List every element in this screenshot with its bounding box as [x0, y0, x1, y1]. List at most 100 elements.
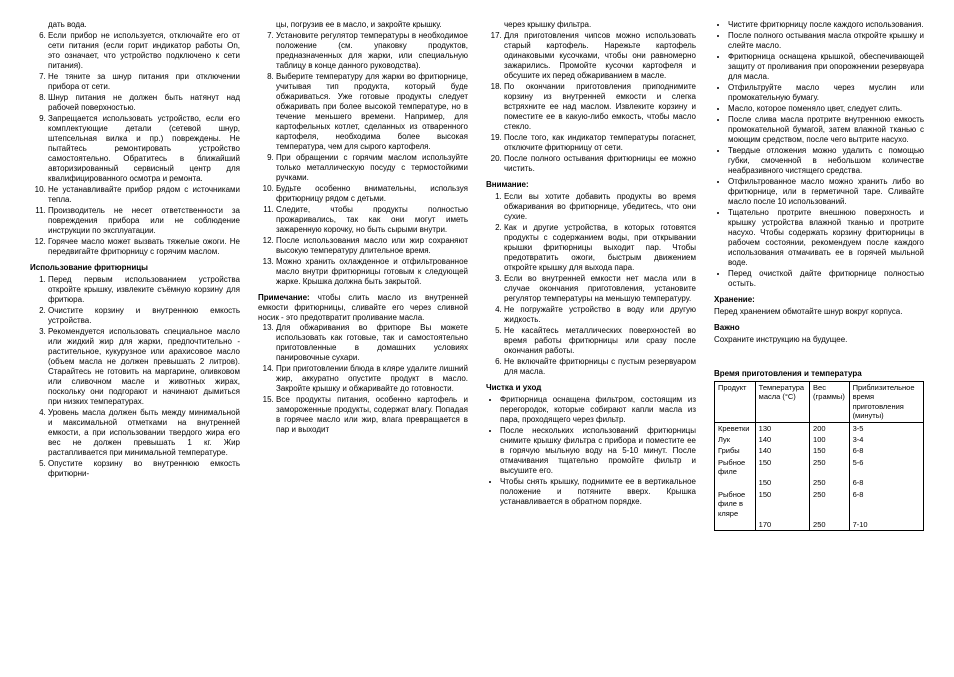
list-item: Запрещается использовать устройство, есл…: [48, 114, 240, 184]
list-item: Перед очисткой дайте фритюрнице полность…: [728, 269, 924, 289]
table-cell: 170: [755, 519, 809, 531]
table-cell: 250: [810, 477, 850, 488]
col2-list1: цы, погрузив ее в масло, и закройте крыш…: [258, 20, 468, 287]
col3-list1: через крышку фильтра.Для приготовления ч…: [486, 20, 696, 174]
list-item: После слива масла протрите внутреннюю ем…: [728, 115, 924, 145]
table-cell: 6-8: [849, 477, 923, 488]
table-cell: 6-8: [849, 489, 923, 519]
note-label: Примечание:: [258, 293, 310, 302]
table-cell: Лук: [715, 434, 756, 445]
table-row: Рыбное филе в кляре1502506-8: [715, 489, 924, 519]
list-item: Установите регулятор температуры в необх…: [276, 31, 468, 71]
list-item: Горячее масло может вызвать тяжелые ожог…: [48, 237, 240, 257]
list-item: цы, погрузив ее в масло, и закройте крыш…: [258, 20, 468, 30]
list-item: Следите, чтобы продукты полностью прожар…: [276, 205, 468, 235]
cooking-time-table: ПродуктТемпература масла (°C)Вес (граммы…: [714, 381, 924, 531]
table-cell: 7-10: [849, 519, 923, 531]
col2-list2: Для обжаривания во фритюре Вы можете исп…: [258, 323, 468, 435]
list-item: Будьте особенно внимательны, используя ф…: [276, 184, 468, 204]
column-3: через крышку фильтра.Для приготовления ч…: [486, 20, 696, 531]
table-cell: Рыбное филе в кляре: [715, 489, 756, 519]
table-cell: 200: [810, 422, 850, 434]
list-item: Отфильтруйте масло через муслин или пром…: [728, 83, 924, 103]
table-row: Лук1401003-4: [715, 434, 924, 445]
col4-head-storage: Хранение:: [714, 295, 924, 305]
table-cell: Рыбное филе: [715, 457, 756, 478]
list-item: Не погружайте устройство в воду или друг…: [504, 305, 696, 325]
list-item: Фритюрница оснащена крышкой, обеспечиваю…: [728, 52, 924, 82]
list-item: Не включайте фритюрницы с пустым резерву…: [504, 357, 696, 377]
list-item: При приготовлении блюда в кляре удалите …: [276, 364, 468, 394]
table-cell: 100: [810, 434, 850, 445]
table-cell: 150: [810, 445, 850, 456]
table-cell: Грибы: [715, 445, 756, 456]
table-header: Температура масла (°C): [755, 382, 809, 423]
table-row: Креветки1302003-5: [715, 422, 924, 434]
col4-text-important: Сохраните инструкцию на будущее.: [714, 335, 924, 345]
list-item: Опустите корзину во внутреннюю емкость ф…: [48, 459, 240, 479]
list-item: Уровень масла должен быть между минималь…: [48, 408, 240, 458]
col4-head-table: Время приготовления и температура: [714, 369, 924, 379]
list-item: Чтобы снять крышку, поднимите ее в верти…: [500, 477, 696, 507]
list-item: Для обжаривания во фритюре Вы можете исп…: [276, 323, 468, 363]
page-columns: дать вода.Если прибор не используется, о…: [30, 20, 924, 531]
list-item: Если вы хотите добавить продукты во врем…: [504, 192, 696, 222]
col4-text-storage: Перед хранением обмотайте шнур вокруг ко…: [714, 307, 924, 317]
list-item: Не касайтесь металлических поверхностей …: [504, 326, 696, 356]
list-item: Тщательно протрите внешнюю поверхность и…: [728, 208, 924, 268]
table-cell: 250: [810, 457, 850, 478]
list-item: Чистите фритюрницу после каждого использ…: [728, 20, 924, 30]
table-row: 1502506-8: [715, 477, 924, 488]
col3-list2: Если вы хотите добавить продукты во врем…: [486, 192, 696, 377]
list-item: После того, как индикатор температуры по…: [504, 133, 696, 153]
list-item: Если прибор не используется, отключайте …: [48, 31, 240, 71]
list-item: Шнур питания не должен быть натянут над …: [48, 93, 240, 113]
list-item: По окончании приготовления приподнимите …: [504, 82, 696, 132]
table-cell: 150: [755, 489, 809, 519]
table-cell: 6-8: [849, 445, 923, 456]
table-cell: 3-4: [849, 434, 923, 445]
list-item: Можно хранить охлажденное и отфильтрован…: [276, 257, 468, 287]
table-header: Продукт: [715, 382, 756, 423]
table-cell: 130: [755, 422, 809, 434]
table-row: 1702507-10: [715, 519, 924, 531]
list-item: Рекомендуется использовать специальное м…: [48, 327, 240, 407]
list-item: через крышку фильтра.: [486, 20, 696, 30]
list-item: Перед первым использованием устройства о…: [48, 275, 240, 305]
table-cell: Креветки: [715, 422, 756, 434]
table-header: Вес (граммы): [810, 382, 850, 423]
column-1: дать вода.Если прибор не используется, о…: [30, 20, 240, 531]
table-cell: [715, 519, 756, 531]
table-cell: 140: [755, 434, 809, 445]
list-item: После полного остывания фритюрницы ее мо…: [504, 154, 696, 174]
list-item: При обращении с горячим маслом используй…: [276, 153, 468, 183]
col1-list2: Перед первым использованием устройства о…: [30, 275, 240, 479]
list-item: Не тяните за шнур питания при отключении…: [48, 72, 240, 92]
list-item: После полного остывания масла откройте к…: [728, 31, 924, 51]
col1-list1: дать вода.Если прибор не используется, о…: [30, 20, 240, 257]
table-row: Рыбное филе1502505-6: [715, 457, 924, 478]
column-4: Чистите фритюрницу после каждого использ…: [714, 20, 924, 531]
table-cell: 150: [755, 477, 809, 488]
list-item: Отфильтрованное масло можно хранить либо…: [728, 177, 924, 207]
col1-head-usage: Использование фритюрницы: [30, 263, 240, 273]
list-item: Все продукты питания, особенно картофель…: [276, 395, 468, 435]
list-item: Не устанавливайте прибор рядом с источни…: [48, 185, 240, 205]
col4-list1: Чистите фритюрницу после каждого использ…: [714, 20, 924, 289]
list-item: Выберите температуру для жарки во фритюр…: [276, 72, 468, 152]
table-cell: 140: [755, 445, 809, 456]
list-item: Производитель не несет ответственности з…: [48, 206, 240, 236]
list-item: Если во внутренней емкости нет масла или…: [504, 274, 696, 304]
list-item: Для приготовления чипсов можно использов…: [504, 31, 696, 81]
col3-list3: Фритюрница оснащена фильтром, состоящим …: [486, 395, 696, 507]
table-cell: 150: [755, 457, 809, 478]
table-cell: 250: [810, 519, 850, 531]
list-item: Фритюрница оснащена фильтром, состоящим …: [500, 395, 696, 425]
list-item: Как и другие устройства, в которых готов…: [504, 223, 696, 273]
list-item: Масло, которое поменяло цвет, следует сл…: [728, 104, 924, 114]
list-item: Твердые отложения можно удалить с помощь…: [728, 146, 924, 176]
list-item: После нескольких использований фритюрниц…: [500, 426, 696, 476]
table-cell: [715, 477, 756, 488]
table-row: Грибы1401506-8: [715, 445, 924, 456]
col2-note: Примечание: чтобы слить масло из внутрен…: [258, 293, 468, 323]
